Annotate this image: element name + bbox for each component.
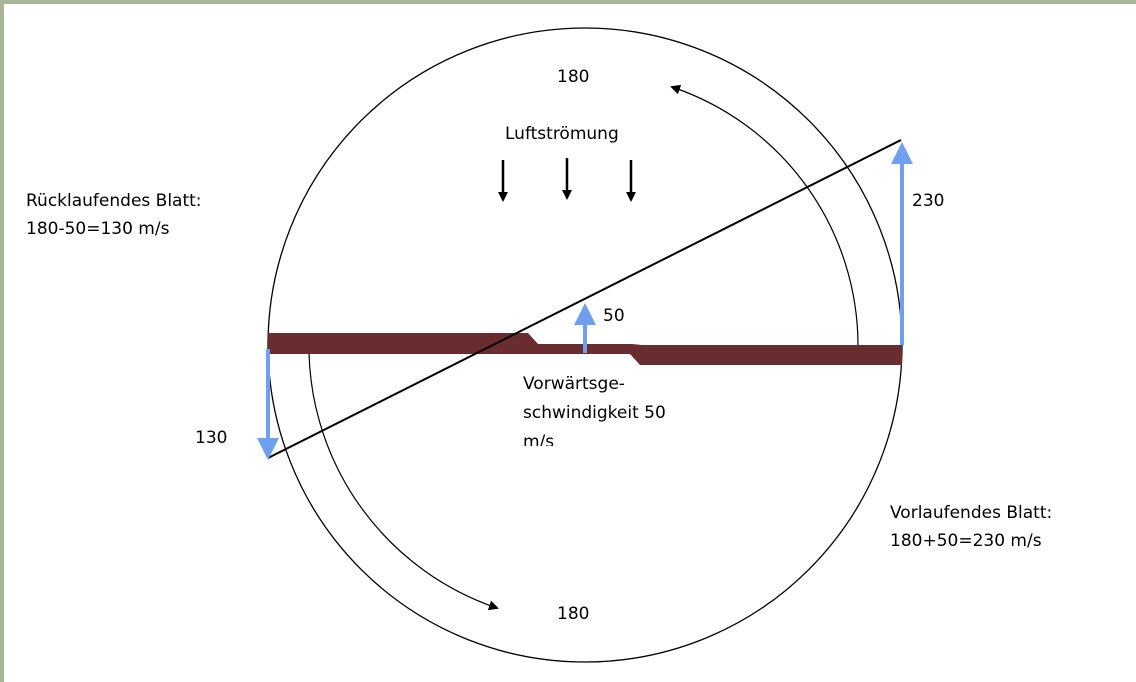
label: Vorlaufendes Blatt: (890, 503, 1052, 523)
frame-left (0, 0, 4, 682)
velocity-line (267, 139, 902, 459)
label: m/s (523, 432, 554, 452)
label: 180-50=130 m/s (26, 219, 170, 239)
label: 50 (603, 306, 625, 326)
rotation-arc-upper (670, 84, 859, 346)
label: 230 (912, 191, 944, 211)
rotation-arc-lower (308, 352, 499, 611)
label: 180 (557, 67, 589, 87)
label: Vorwärtsge- (523, 374, 625, 394)
label: 180+50=230 m/s (890, 531, 1042, 551)
label: Rücklaufendes Blatt: (26, 191, 202, 211)
label: Luftströmung (505, 124, 619, 144)
label: schwindigkeit 50 (523, 403, 666, 423)
label: 130 (195, 428, 227, 448)
frame-top (0, 0, 1136, 4)
label: 180 (557, 604, 589, 624)
